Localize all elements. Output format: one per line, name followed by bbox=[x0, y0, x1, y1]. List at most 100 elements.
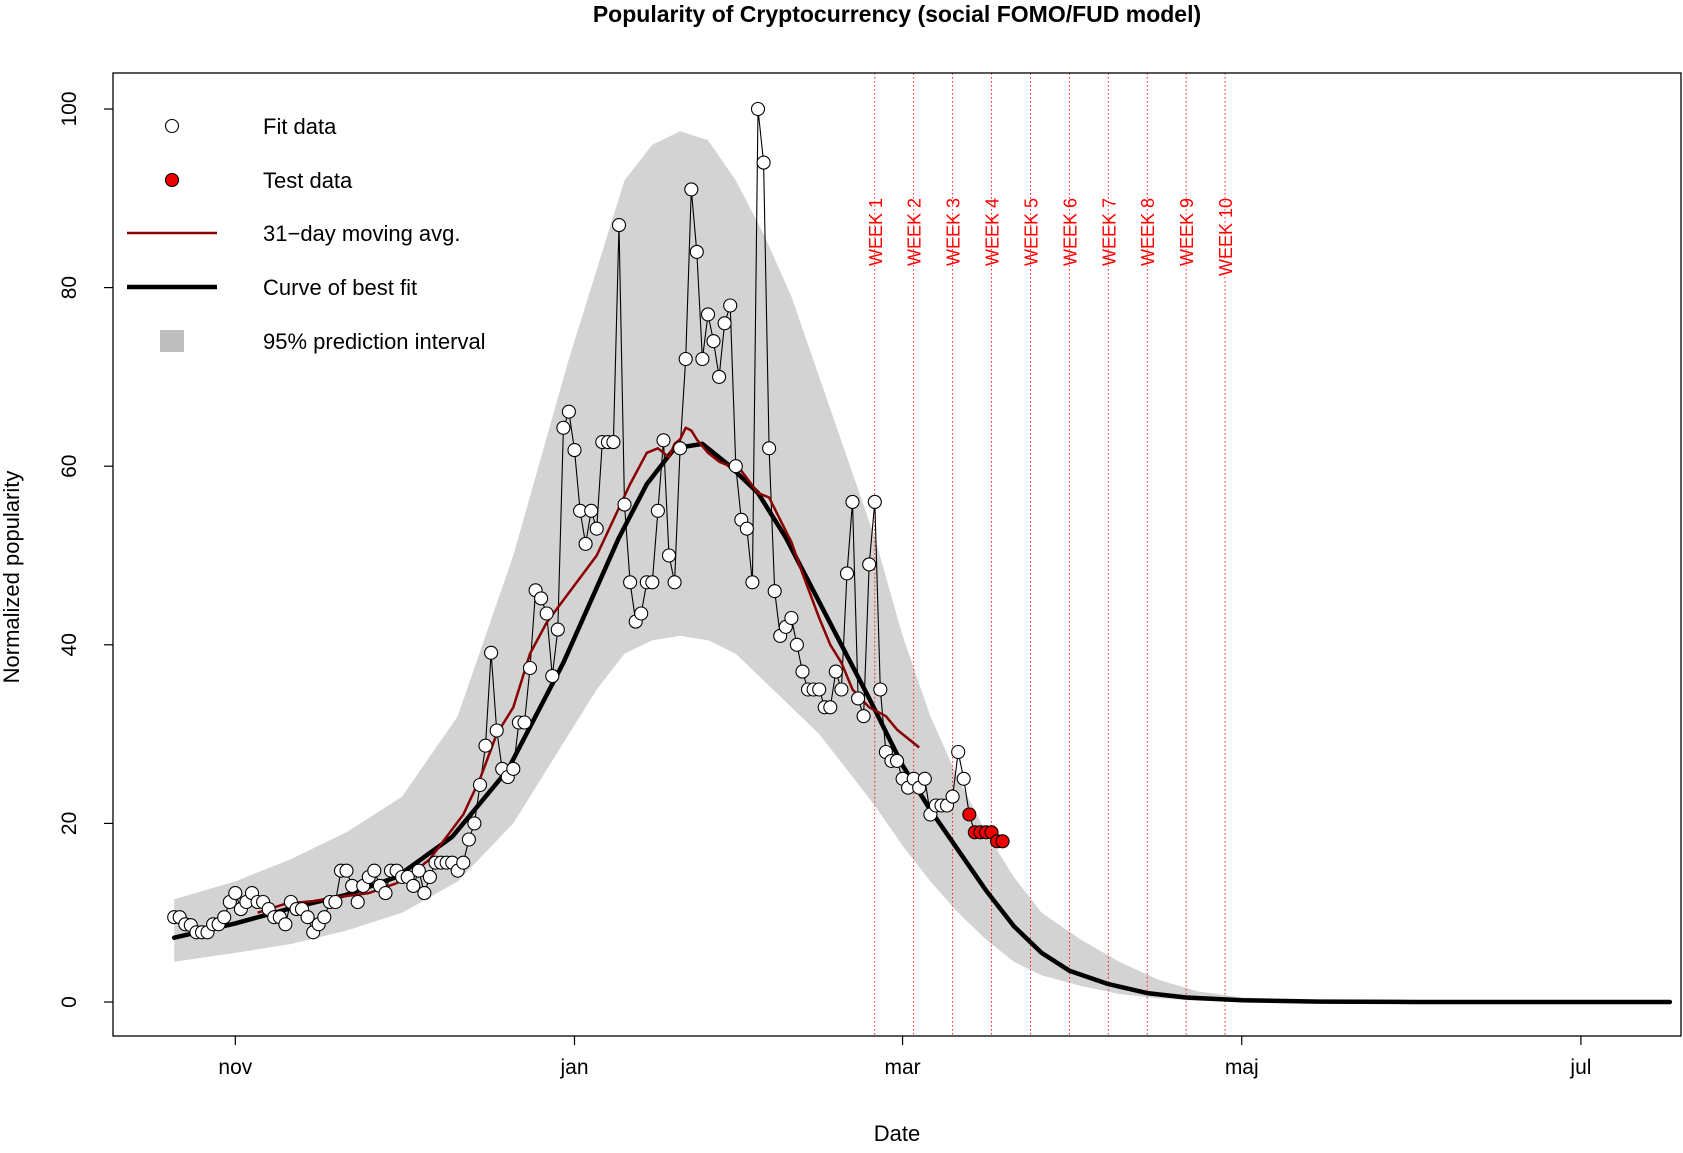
best-fit-curve bbox=[171, 441, 1673, 1005]
x-tick-label: jul bbox=[1569, 1056, 1591, 1079]
fit-data-point bbox=[656, 433, 671, 448]
fit-data-point bbox=[889, 753, 905, 768]
fit-data-point bbox=[556, 420, 571, 435]
fit-data-point bbox=[584, 503, 599, 518]
fit-data-point bbox=[789, 637, 804, 652]
fit-data-point bbox=[378, 886, 393, 901]
fit-data-point bbox=[456, 855, 471, 870]
week-10-label: WEEK 10 bbox=[1216, 198, 1236, 276]
week-3-label: WEEK 3 bbox=[944, 198, 964, 266]
fit-data-point bbox=[484, 645, 499, 660]
week-9-label: WEEK 9 bbox=[1177, 198, 1197, 266]
fit-data-point bbox=[728, 459, 743, 474]
fit-data-point bbox=[917, 771, 932, 786]
fit-data-point bbox=[522, 660, 538, 676]
legend-symbol bbox=[164, 172, 180, 188]
fit-data-point bbox=[506, 761, 521, 776]
fit-data-point bbox=[873, 682, 888, 697]
fit-data-point bbox=[623, 575, 638, 590]
week-6-label: WEEK 6 bbox=[1060, 198, 1080, 266]
fit-data-point bbox=[228, 886, 243, 901]
y-tick-label: 60 bbox=[58, 455, 81, 478]
fit-data-point bbox=[862, 557, 877, 572]
week-4-label: WEEK 4 bbox=[983, 198, 1003, 266]
x-tick-label: mar bbox=[884, 1056, 920, 1079]
fit-data-point bbox=[406, 878, 421, 893]
fit-data-point bbox=[472, 777, 488, 793]
week-1-label: WEEK 1 bbox=[866, 198, 886, 266]
chart-title: Popularity of Cryptocurrency (social FOM… bbox=[593, 1, 1201, 27]
fit-data-point bbox=[650, 503, 665, 518]
week-8-label: WEEK 8 bbox=[1138, 198, 1158, 266]
legend-label: Fit data bbox=[263, 114, 337, 139]
x-tick-label: nov bbox=[218, 1056, 252, 1079]
legend-label: 95% prediction interval bbox=[263, 329, 486, 354]
fit-data-point bbox=[217, 910, 232, 925]
moving-average-line bbox=[257, 426, 920, 914]
fit-data-point bbox=[673, 441, 688, 456]
fit-data-point bbox=[795, 664, 810, 679]
fit-data-point bbox=[606, 435, 621, 450]
test-data-point bbox=[995, 834, 1010, 849]
fit-data-point bbox=[756, 155, 771, 170]
fit-data-point bbox=[956, 771, 971, 786]
fit-data-point bbox=[350, 894, 365, 910]
test-data-point bbox=[962, 807, 977, 822]
legend-symbol bbox=[160, 330, 184, 352]
fit-data-point bbox=[534, 591, 549, 606]
fit-data-point bbox=[712, 369, 727, 384]
y-tick-label: 100 bbox=[58, 91, 81, 126]
fit-data-point bbox=[945, 789, 960, 804]
y-tick-label: 80 bbox=[58, 276, 81, 299]
fit-data-point bbox=[561, 404, 576, 419]
legend: Fit data Test data 31−day moving avg. Curve… bbox=[127, 114, 486, 354]
week-5-label: WEEK 5 bbox=[1021, 198, 1041, 266]
fit-data-point bbox=[767, 584, 782, 599]
fit-data-point bbox=[762, 441, 777, 456]
week-markers-layer: WEEK 1 WEEK 2 WEEK 3 WEEK 4 WEEK 5 WEEK 6 WEEK… bbox=[866, 73, 1236, 1036]
fit-data-point bbox=[317, 910, 332, 925]
fit-data-point bbox=[706, 334, 721, 349]
fit-data-point bbox=[567, 443, 582, 458]
x-tick-label: jan bbox=[559, 1056, 588, 1079]
y-tick-label: 40 bbox=[58, 633, 81, 656]
fit-data-point bbox=[339, 863, 354, 878]
y-axis: 0 20 40 60 80 100 bbox=[58, 91, 113, 1008]
fit-data-point bbox=[784, 610, 799, 626]
fit-data-point bbox=[684, 182, 699, 197]
fit-data-point bbox=[723, 298, 738, 313]
legend-label: Test data bbox=[263, 168, 353, 193]
legend-label: 31−day moving avg. bbox=[263, 221, 461, 246]
fit-data-point bbox=[828, 664, 843, 679]
fit-data-point bbox=[851, 691, 866, 706]
fit-data-point bbox=[867, 494, 882, 509]
fit-data-point bbox=[951, 744, 966, 760]
week-7-label: WEEK 7 bbox=[1099, 198, 1119, 266]
fit-data-point bbox=[823, 700, 838, 715]
fit-data-point bbox=[634, 606, 649, 621]
fit-data-point bbox=[689, 244, 704, 259]
fit-data-point bbox=[611, 218, 627, 233]
fit-data-point bbox=[411, 863, 426, 878]
fit-data-point bbox=[845, 494, 860, 509]
fit-data-point bbox=[678, 351, 693, 367]
fit-data-point bbox=[517, 715, 532, 730]
fit-data-point bbox=[617, 497, 632, 512]
fit-data-point bbox=[661, 548, 677, 563]
y-axis-label: Normalized popularity bbox=[0, 471, 24, 684]
legend-symbol bbox=[164, 118, 180, 134]
fit-data-point bbox=[589, 521, 604, 536]
fit-data-point bbox=[812, 682, 827, 697]
fit-data-point bbox=[645, 575, 660, 590]
fit-data-point bbox=[328, 894, 343, 910]
fit-data-point bbox=[478, 738, 493, 753]
fit-data-point bbox=[834, 682, 849, 697]
fit-data-point bbox=[550, 622, 565, 637]
plot-frame bbox=[112, 72, 1682, 1037]
fit-data-point bbox=[489, 723, 504, 738]
fit-data-point bbox=[367, 863, 382, 878]
legend-label: Curve of best fit bbox=[263, 275, 417, 300]
x-tick-label: maj bbox=[1225, 1056, 1259, 1079]
fit-data-point bbox=[856, 709, 871, 724]
